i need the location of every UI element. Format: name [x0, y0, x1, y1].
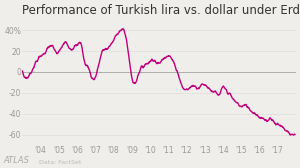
Text: ATLAS: ATLAS: [3, 156, 29, 165]
Text: Data: FactSet: Data: FactSet: [39, 160, 81, 165]
Text: Performance of Turkish lira vs. dollar under Erdogan: Performance of Turkish lira vs. dollar u…: [22, 4, 300, 17]
